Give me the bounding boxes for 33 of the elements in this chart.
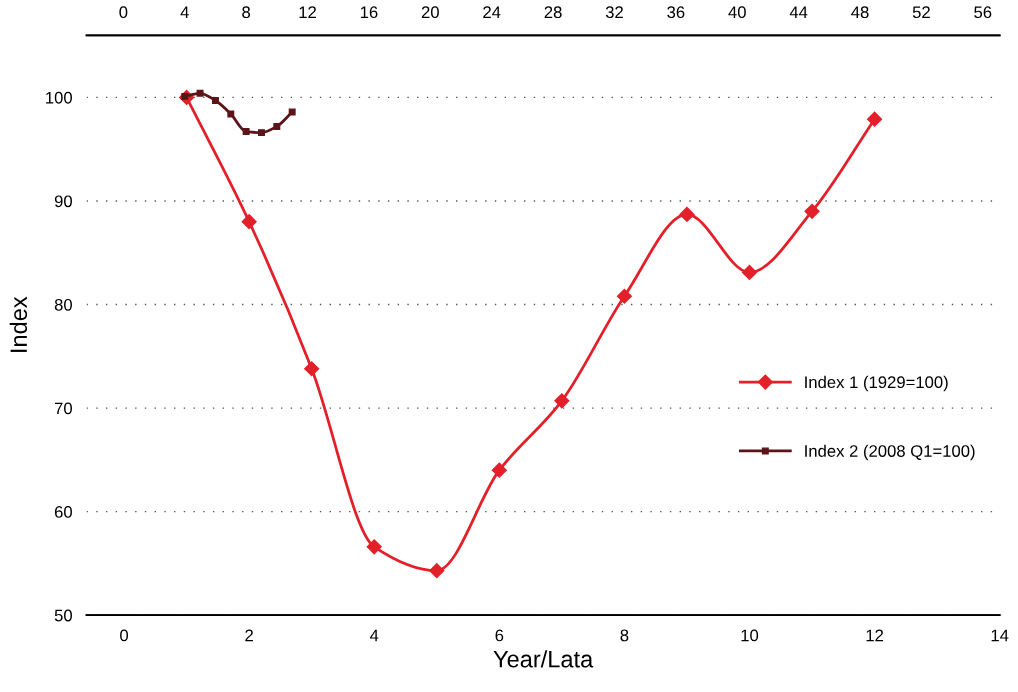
- legend-label: Index 2 (2008 Q1=100): [805, 444, 975, 461]
- x-tick-label: 4: [369, 629, 379, 642]
- x-tick-label: 6: [495, 629, 504, 642]
- x2-tick-label: 28: [544, 6, 562, 19]
- x-tick-label: 0: [120, 629, 129, 642]
- x2-tick-label: 4: [180, 6, 189, 18]
- y-tick-label: 70: [54, 402, 72, 415]
- y-tick-label: 80: [54, 298, 72, 311]
- y-tick-label: 60: [54, 506, 72, 518]
- x2-tick-label: 52: [912, 6, 930, 19]
- x-tick-label: 12: [866, 629, 884, 642]
- x2-tick-label: 36: [667, 6, 685, 19]
- x2-tick-label: 44: [789, 6, 808, 18]
- x-tick-label: 10: [741, 629, 759, 642]
- y-tick-label: 50: [54, 609, 72, 622]
- x2-tick-label: 48: [851, 6, 869, 19]
- x2-tick-label: 40: [728, 6, 746, 19]
- x2-tick-label: 12: [299, 6, 316, 18]
- x-axis-title: Year/Lata: [493, 650, 594, 668]
- y-axis-title: Index: [9, 296, 28, 352]
- x2-tick-label: 16: [360, 6, 378, 19]
- x2-tick-label: 20: [421, 6, 439, 19]
- x-tick-label: 8: [620, 629, 629, 642]
- x2-tick-label: 0: [119, 6, 128, 19]
- x-tick-label: 2: [245, 629, 253, 642]
- x2-tick-label: 24: [483, 6, 501, 18]
- x2-tick-label: 8: [242, 6, 251, 19]
- y-tick-label: 90: [54, 195, 72, 208]
- x2-tick-label: 32: [605, 6, 623, 19]
- x2-tick-label: 56: [974, 6, 992, 19]
- x-tick-label: 14: [991, 629, 1009, 642]
- y-tick-label: 100: [46, 91, 72, 104]
- legend-label: Index 1 (1929=100): [805, 375, 948, 392]
